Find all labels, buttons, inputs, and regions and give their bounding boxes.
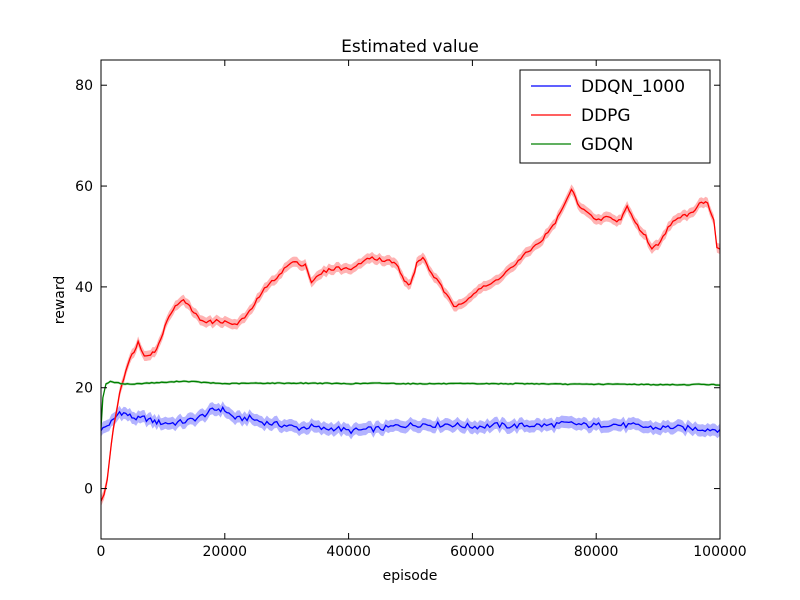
legend-label-ddqn-1000: DDQN_1000: [581, 77, 685, 97]
y-tick-label: 80: [75, 78, 93, 94]
y-tick-label: 20: [75, 381, 93, 397]
x-tick-label: 100000: [693, 544, 746, 560]
x-tick-label: 40000: [326, 544, 371, 560]
y-axis-label: reward: [52, 276, 68, 325]
plot-frame: [100, 59, 721, 540]
x-tick-label: 20000: [203, 544, 248, 560]
chart-title: Estimated value: [341, 37, 479, 57]
legend: DDQN_1000 DDPG GDQN: [519, 69, 711, 164]
series-line-ddpg: [101, 188, 720, 502]
y-tick-label: 60: [75, 179, 93, 195]
series-line-gdqn: [101, 380, 720, 429]
band-ddqn-1000: [101, 401, 720, 440]
x-tick-label: 80000: [574, 544, 619, 560]
x-tick-label: 60000: [450, 544, 495, 560]
legend-label-ddpg: DDPG: [581, 106, 631, 126]
y-tick-label: 40: [75, 280, 93, 296]
axis-ticks: 0 20000 40000 60000 80000 100000 0 20 40 60 80: [75, 60, 747, 560]
legend-label-gdqn: GDQN: [581, 135, 633, 155]
y-tick-label: 0: [84, 482, 93, 498]
series-line-ddqn-1000: [101, 405, 720, 435]
x-tick-label: 0: [97, 544, 106, 560]
x-axis-label: episode: [383, 568, 438, 584]
